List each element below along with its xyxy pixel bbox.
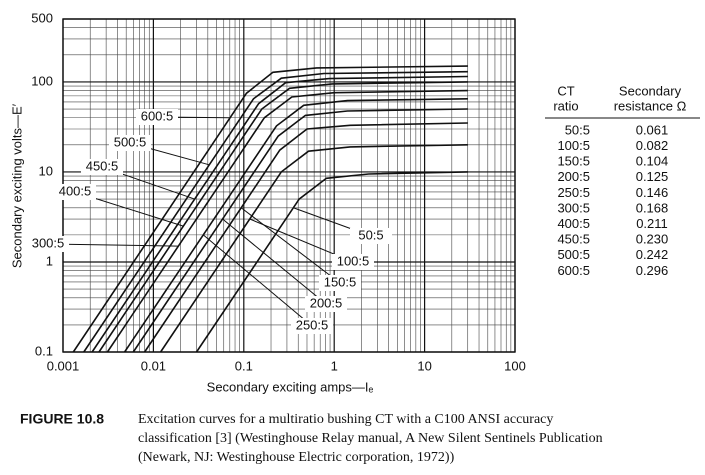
y-tick-label: 1 bbox=[46, 253, 53, 268]
x-axis-title: Secondary exciting amps—Iₑ bbox=[207, 379, 374, 394]
curve-label: 500:5 bbox=[114, 134, 147, 149]
label-bg bbox=[350, 228, 392, 244]
table-header: Secondary bbox=[619, 83, 682, 98]
x-tick-label: 0.1 bbox=[235, 358, 253, 373]
leader-line bbox=[222, 218, 327, 305]
x-tick-label: 100 bbox=[504, 358, 526, 373]
table-cell: 250:5 bbox=[557, 185, 590, 200]
table-cell: 300:5 bbox=[557, 200, 590, 215]
leader-line bbox=[202, 234, 313, 327]
curve bbox=[98, 81, 468, 353]
curve bbox=[106, 89, 468, 353]
table-cell: 600:5 bbox=[557, 263, 590, 278]
curve-label: 250:5 bbox=[296, 317, 329, 332]
curve-label: 100:5 bbox=[337, 253, 370, 268]
curve-label: 450:5 bbox=[86, 158, 119, 173]
y-axis-title: Secondary exciting volts—E′ bbox=[9, 103, 24, 268]
curve bbox=[83, 70, 468, 353]
curve bbox=[132, 108, 468, 353]
curve bbox=[72, 65, 468, 353]
label-bg bbox=[81, 159, 123, 175]
curve bbox=[159, 144, 468, 353]
curve-label: 50:5 bbox=[358, 227, 383, 242]
caption-line: (Newark, NJ: Westinghouse Electric corpo… bbox=[138, 450, 455, 465]
table-header: ratio bbox=[553, 98, 578, 113]
table-header: CT bbox=[557, 83, 574, 98]
table-cell: 50:5 bbox=[565, 122, 590, 137]
label-bg bbox=[291, 318, 333, 334]
table-cell: 450:5 bbox=[557, 232, 590, 247]
leader-line bbox=[240, 207, 341, 284]
y-tick-label: 10 bbox=[39, 163, 53, 178]
table-cell: 0.146 bbox=[636, 185, 669, 200]
table-cell: 0.242 bbox=[636, 247, 669, 262]
curve-label: 600:5 bbox=[141, 108, 174, 123]
curve bbox=[123, 98, 468, 353]
table-cell: 0.296 bbox=[636, 263, 669, 278]
x-tick-label: 0.01 bbox=[141, 358, 166, 373]
table-cell: 0.082 bbox=[636, 138, 669, 153]
curve bbox=[91, 75, 468, 353]
table-cell: 0.125 bbox=[636, 169, 669, 184]
label-bg bbox=[54, 184, 96, 200]
table-cell: 500:5 bbox=[557, 247, 590, 262]
leader-line bbox=[47, 243, 179, 247]
table-cell: 0.104 bbox=[636, 154, 669, 169]
curve bbox=[195, 171, 468, 353]
table-cell: 0.230 bbox=[636, 232, 669, 247]
caption-line: classification [3] (Westinghouse Relay m… bbox=[138, 431, 603, 446]
y-tick-label: 100 bbox=[31, 73, 53, 88]
curve-label: 400:5 bbox=[59, 183, 92, 198]
table-cell: 200:5 bbox=[557, 169, 590, 184]
table-cell: 150:5 bbox=[557, 154, 590, 169]
table-cell: 400:5 bbox=[557, 216, 590, 231]
label-bg bbox=[332, 254, 374, 270]
x-tick-label: 0.001 bbox=[47, 358, 80, 373]
label-bg bbox=[136, 109, 178, 125]
x-tick-label: 1 bbox=[331, 358, 338, 373]
label-bg bbox=[109, 135, 151, 151]
label-bg bbox=[305, 296, 347, 312]
curve bbox=[143, 122, 468, 353]
caption-line: Excitation curves for a multiratio bushi… bbox=[138, 412, 553, 427]
x-tick-label: 10 bbox=[417, 358, 431, 373]
table-cell: 100:5 bbox=[557, 138, 590, 153]
table-cell: 0.211 bbox=[636, 216, 668, 231]
figure-label: FIGURE 10.8 bbox=[20, 411, 104, 427]
plot-frame bbox=[62, 18, 516, 353]
table-header: resistance Ω bbox=[614, 98, 687, 113]
label-bg bbox=[27, 236, 69, 252]
y-tick-label: 0.1 bbox=[35, 343, 53, 358]
curve-label: 300:5 bbox=[32, 235, 65, 250]
curve-label: 150:5 bbox=[324, 274, 357, 289]
table-cell: 0.061 bbox=[636, 122, 669, 137]
label-bg bbox=[319, 275, 361, 291]
table-cell: 0.168 bbox=[636, 200, 669, 215]
curve-label: 200:5 bbox=[310, 295, 343, 310]
y-tick-label: 500 bbox=[31, 10, 53, 25]
